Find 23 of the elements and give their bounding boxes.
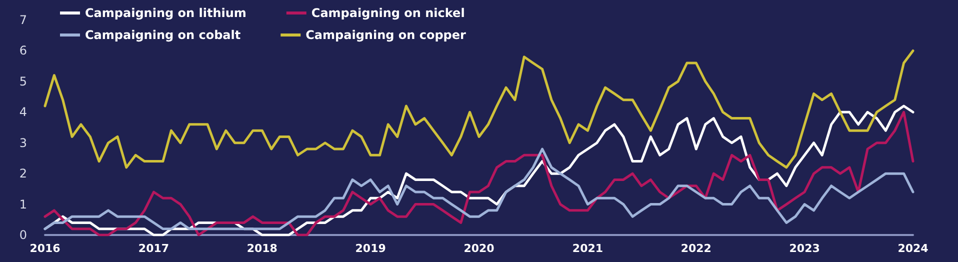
x-tick-label: 2018 (246, 242, 278, 255)
legend-label: Campaigning on cobalt (85, 28, 241, 42)
legend-label: Campaigning on nickel (311, 6, 465, 20)
y-tick-label: 2 (19, 166, 27, 181)
y-tick-label: 1 (19, 197, 27, 212)
legend-label: Campaigning on copper (306, 28, 466, 42)
y-tick-label: 5 (19, 74, 27, 88)
x-tick-label: 2024 (898, 242, 929, 255)
legend-label: Campaigning on lithium (85, 6, 246, 20)
line-series (44, 148, 914, 230)
x-tick-label: 2021 (572, 242, 604, 255)
y-tick-label: 4 (19, 105, 27, 120)
x-tick-label: 2022 (680, 242, 712, 255)
x-tick-label: 2019 (355, 242, 386, 255)
line-series (44, 49, 914, 169)
x-tick-label: 2020 (464, 242, 495, 255)
x-tick-label: 2017 (138, 242, 170, 255)
y-tick-label: 7 (19, 13, 27, 27)
x-tick-label: 2016 (30, 242, 61, 255)
y-tick-label: 0 (19, 228, 27, 242)
y-tick-label: 6 (19, 44, 27, 58)
x-tick-label: 2023 (789, 242, 820, 255)
y-tick-label: 3 (19, 136, 27, 150)
